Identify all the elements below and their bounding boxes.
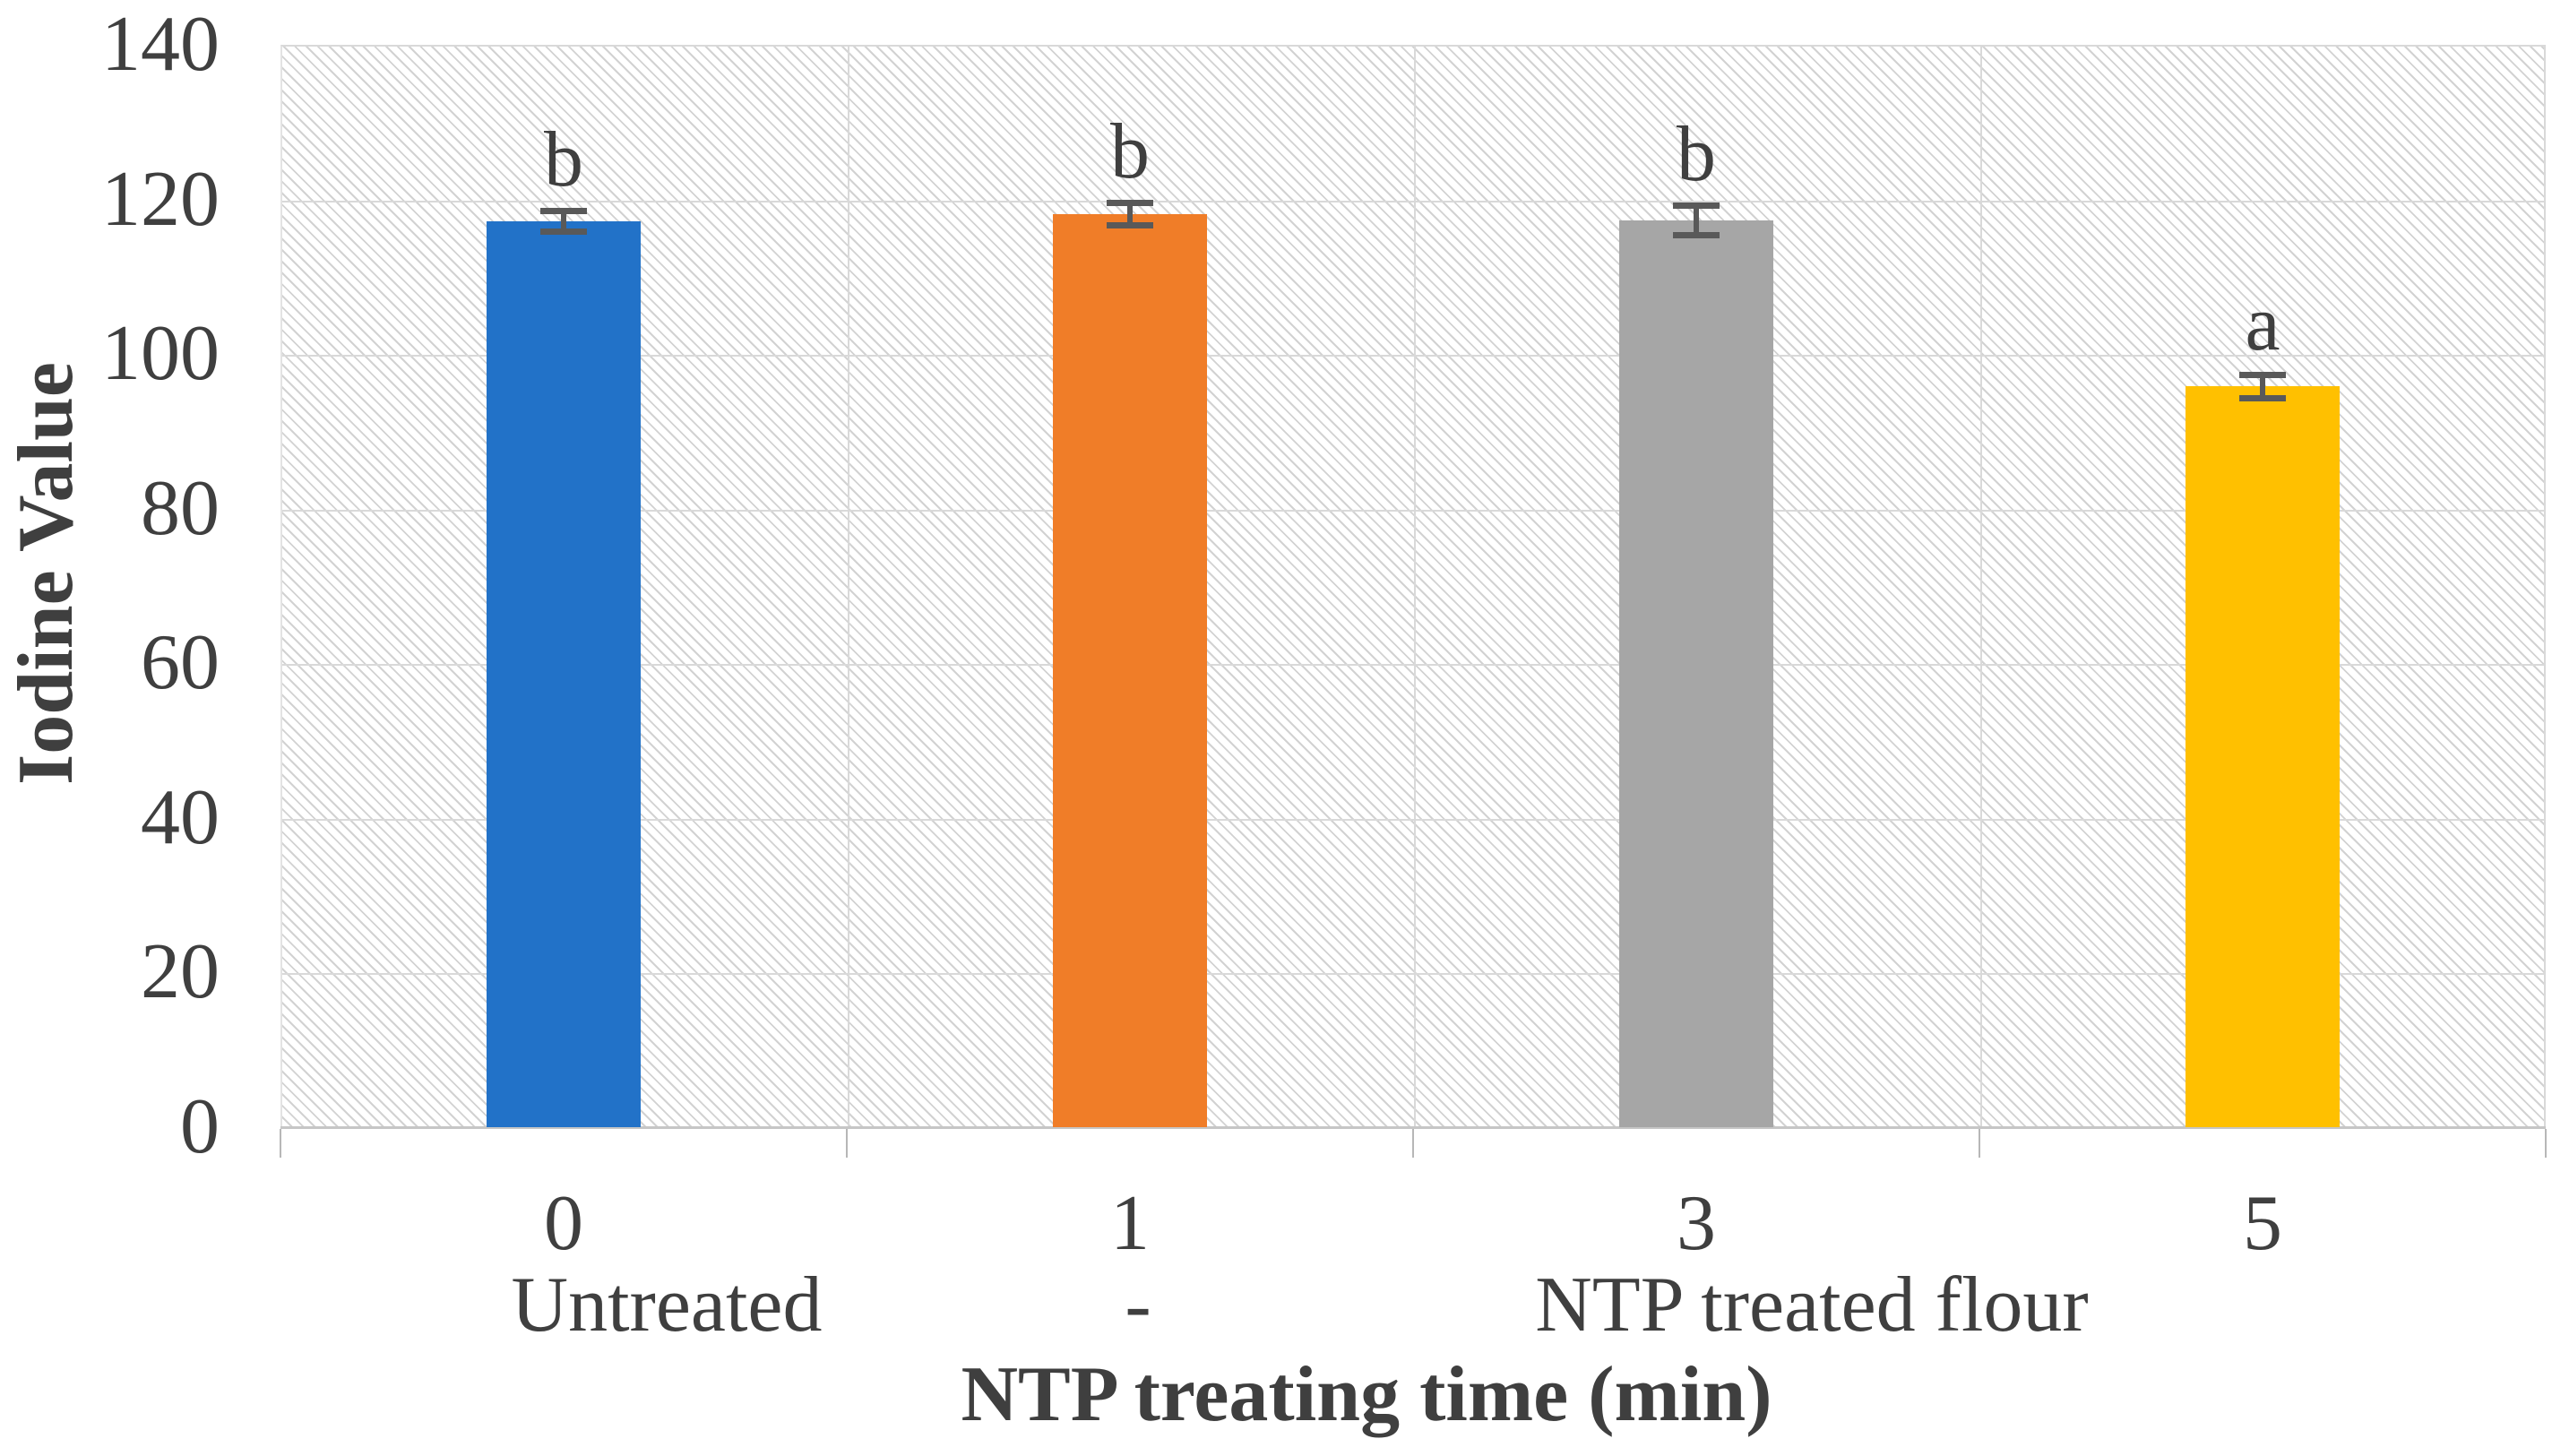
error-bar-cap-top bbox=[540, 207, 587, 214]
significance-letter: b bbox=[1677, 110, 1716, 198]
gridline-h bbox=[282, 973, 2544, 976]
x-group-label: Untreated bbox=[511, 1262, 823, 1348]
x-tick-label: 0 bbox=[544, 1180, 583, 1267]
x-tick-label: 1 bbox=[1110, 1180, 1150, 1267]
error-bar-cap-top bbox=[1107, 200, 1153, 207]
gridline-h bbox=[282, 664, 2544, 667]
gridline-h bbox=[282, 200, 2544, 202]
plot-area bbox=[280, 45, 2546, 1127]
significance-letter: b bbox=[1110, 108, 1150, 196]
x-group-label: - bbox=[1125, 1262, 1151, 1348]
x-axis-tick bbox=[2545, 1129, 2547, 1158]
error-bar-line bbox=[2260, 374, 2265, 400]
y-tick-label: 80 bbox=[141, 464, 220, 552]
error-bar-line bbox=[1127, 202, 1133, 226]
x-tick-label: 3 bbox=[1677, 1180, 1716, 1267]
bar bbox=[1053, 213, 1207, 1127]
significance-letter: a bbox=[2245, 280, 2280, 367]
gridline-h bbox=[282, 818, 2544, 821]
x-axis-tick bbox=[846, 1129, 848, 1158]
bar bbox=[1619, 220, 1773, 1127]
bar bbox=[2186, 386, 2340, 1127]
y-tick-label: 0 bbox=[180, 1083, 220, 1170]
error-bar-cap-bottom bbox=[2239, 395, 2286, 402]
error-bar-cap-top bbox=[1673, 202, 1720, 209]
error-bar-line bbox=[561, 210, 566, 232]
error-bar-cap-bottom bbox=[1673, 232, 1720, 239]
gridline-h bbox=[282, 355, 2544, 358]
gridline-v bbox=[1980, 47, 1982, 1127]
y-axis-title: Iodine Value bbox=[3, 362, 90, 785]
y-tick-label: 140 bbox=[101, 1, 220, 88]
gridline-h bbox=[282, 509, 2544, 512]
error-bar-line bbox=[1694, 204, 1699, 237]
x-axis-tick bbox=[280, 1129, 281, 1158]
x-axis-line bbox=[280, 1126, 2546, 1129]
gridline-v bbox=[848, 47, 849, 1127]
y-tick-label: 40 bbox=[141, 773, 220, 861]
x-axis-tick bbox=[1412, 1129, 1414, 1158]
y-tick-label: 100 bbox=[101, 310, 220, 398]
x-tick-label: 5 bbox=[2243, 1180, 2282, 1267]
y-tick-label: 120 bbox=[101, 155, 220, 243]
x-axis-title: NTP treating time (min) bbox=[961, 1351, 1772, 1438]
y-tick-label: 20 bbox=[141, 928, 220, 1016]
error-bar-cap-bottom bbox=[1107, 221, 1153, 228]
x-group-label: NTP treated flour bbox=[1535, 1262, 2089, 1348]
x-axis-tick bbox=[1979, 1129, 1980, 1158]
error-bar-cap-bottom bbox=[540, 228, 587, 235]
y-tick-label: 60 bbox=[141, 619, 220, 707]
gridline-v bbox=[1414, 47, 1416, 1127]
significance-letter: b bbox=[544, 116, 583, 203]
error-bar-cap-top bbox=[2239, 371, 2286, 378]
bar bbox=[487, 220, 641, 1127]
